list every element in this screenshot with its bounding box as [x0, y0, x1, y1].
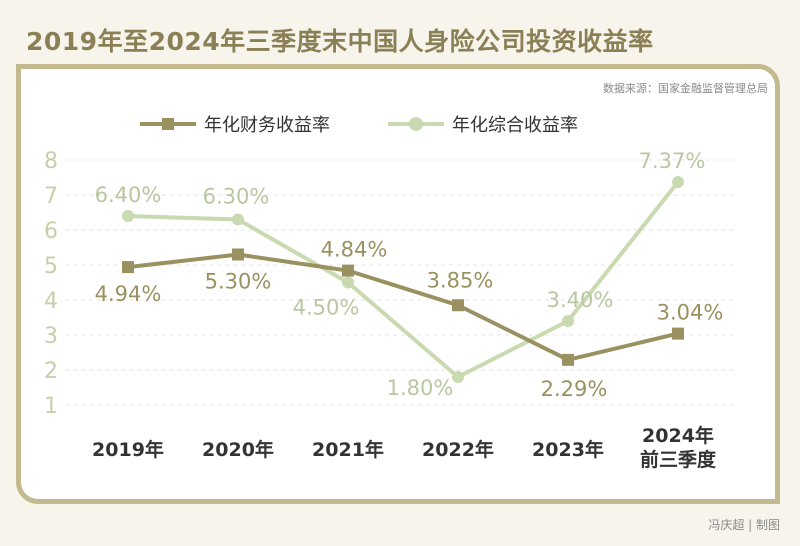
data-label-comprehensive: 6.30% — [203, 185, 270, 209]
x-tick-label: 2019年 — [92, 438, 164, 461]
x-tick-label: 2021年 — [312, 438, 384, 461]
data-label-comprehensive: 7.37% — [639, 149, 706, 173]
x-tick-label: 2020年 — [202, 438, 274, 461]
chart-credit: 冯庆超 | 制图 — [708, 518, 780, 532]
y-tick-label: 1 — [44, 394, 58, 419]
data-point-financial — [232, 248, 244, 261]
data-label-financial: 2.29% — [541, 377, 608, 401]
chart-title: 2019年至2024年三季度末中国人身险公司投资收益率 — [26, 27, 654, 56]
data-point-comprehensive — [452, 371, 464, 383]
y-tick-label: 6 — [44, 219, 58, 244]
series-line-financial — [127, 252, 679, 362]
data-point-financial — [672, 327, 684, 340]
data-label-comprehensive: 3.40% — [547, 288, 614, 312]
legend-label-series2: 年化综合收益率 — [452, 115, 578, 136]
x-tick-label: 2024年 — [642, 424, 714, 447]
data-point-financial — [342, 264, 354, 277]
x-tick-label: 2022年 — [422, 438, 494, 461]
data-label-financial: 3.85% — [427, 268, 494, 292]
legend-marker-square — [162, 118, 174, 130]
data-label-comprehensive: 6.40% — [95, 183, 162, 207]
data-point-financial — [562, 353, 574, 366]
x-tick-label: 2023年 — [532, 438, 604, 461]
legend-label-series1: 年化财务收益率 — [204, 115, 330, 136]
y-tick-label: 2 — [44, 359, 58, 384]
data-label-comprehensive: 1.80% — [387, 376, 454, 400]
chart-card — [16, 64, 780, 504]
data-label-comprehensive: 4.50% — [293, 296, 360, 320]
x-tick-label: 前三季度 — [640, 448, 717, 471]
y-tick-label: 4 — [44, 289, 58, 314]
data-point-comprehensive — [122, 210, 134, 222]
y-tick-label: 7 — [44, 184, 58, 209]
data-source: 数据来源：国家金融监督管理总局 — [603, 82, 768, 95]
series-line-comprehensive — [127, 180, 680, 379]
data-label-financial: 4.84% — [321, 238, 388, 262]
legend-marker-circle — [409, 117, 423, 131]
data-label-financial: 3.04% — [657, 301, 724, 325]
data-point-comprehensive — [672, 176, 684, 189]
data-point-comprehensive — [342, 276, 354, 289]
y-tick-label: 3 — [44, 324, 58, 349]
y-tick-label: 8 — [44, 149, 58, 174]
data-point-comprehensive — [232, 213, 244, 226]
data-label-financial: 5.30% — [205, 270, 272, 294]
data-point-financial — [452, 299, 464, 312]
data-point-comprehensive — [562, 315, 574, 327]
data-label-financial: 4.94% — [95, 282, 162, 306]
data-point-financial — [122, 261, 134, 274]
y-tick-label: 5 — [44, 254, 58, 279]
